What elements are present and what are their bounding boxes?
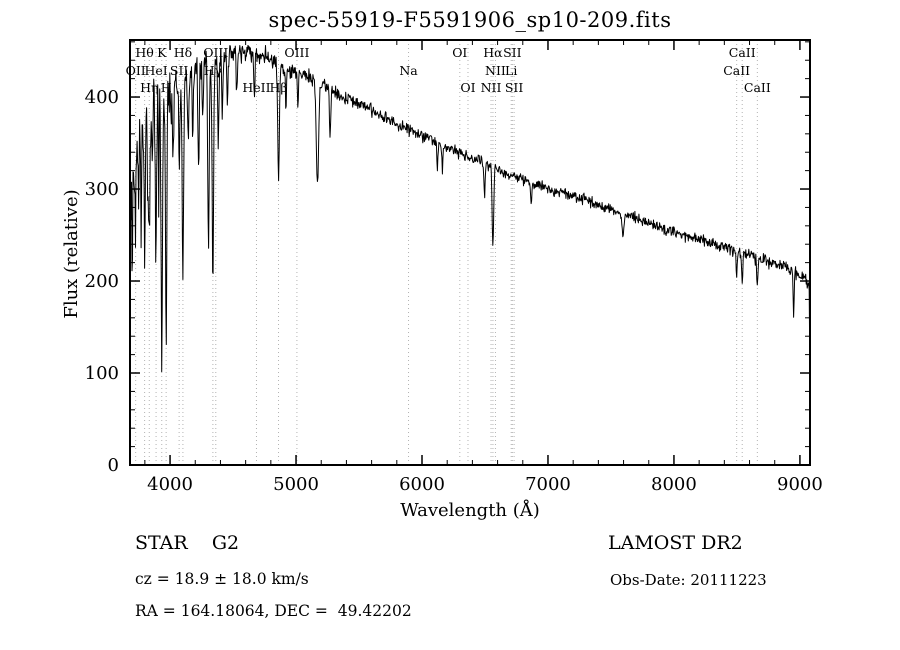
x-tick-label: 7000 [525, 474, 571, 495]
x-tick-label: 6000 [399, 474, 445, 495]
spectral-line-label: HeII [242, 80, 270, 95]
spectral-line-label: OII [126, 63, 146, 78]
spectral-line-label: OI [460, 80, 475, 95]
spectrum-trace [130, 45, 811, 373]
spectral-line-label: Hβ [269, 80, 287, 95]
y-axis-label: Flux (relative) [61, 189, 82, 319]
spectral-line-label: Li [505, 63, 517, 78]
spectral-line-label: CaII [744, 80, 771, 95]
obs-date-value: Obs-Date: 20111223 [610, 571, 767, 589]
y-tick-label: 300 [85, 179, 119, 200]
spectral-line-label: Hθ [135, 45, 153, 60]
object-classification: STAR G2 [135, 532, 240, 554]
x-tick-label: 4000 [147, 474, 193, 495]
spectral-line-label: SII [505, 80, 524, 95]
spectral-line-label: CaII [729, 45, 756, 60]
spectral-line-label: Hα [483, 45, 503, 60]
survey-release-label: LAMOST DR2 [608, 532, 743, 554]
x-tick-label: 5000 [273, 474, 319, 495]
x-axis-label: Wavelength (Å) [400, 500, 540, 521]
spectral-line-label: NII [481, 80, 502, 95]
x-tick-label: 8000 [651, 474, 697, 495]
spectral-line-label: Na [399, 63, 418, 78]
spectral-line-label: H [161, 80, 172, 95]
y-tick-label: 200 [85, 271, 119, 292]
spectral-line-label: Hη [140, 80, 158, 95]
spectral-line-label: K [157, 45, 167, 60]
plot-title: spec-55919-F5591906_sp10-209.fits [268, 8, 672, 32]
ra-dec-value: RA = 164.18064, DEC = 49.42202 [135, 602, 412, 620]
x-tick-label: 9000 [777, 474, 823, 495]
plot-frame [129, 39, 811, 466]
spectral-line-label: CaII [723, 63, 750, 78]
y-tick-label: 0 [108, 455, 119, 476]
spectral-line-label: HeI [144, 63, 167, 78]
y-tick-label: 100 [85, 363, 119, 384]
spectral-line-label: SII [503, 45, 522, 60]
spectral-line-label: SII [170, 63, 189, 78]
spectral-line-label: Hδ [174, 45, 192, 60]
spectral-line-label: OIII [284, 45, 309, 60]
y-tick-label: 400 [85, 87, 119, 108]
spectral-line-label: Hγ [204, 63, 222, 78]
spectral-line-label: OI [452, 45, 467, 60]
spectral-line-label: NII [485, 63, 506, 78]
spectral-line-label: OIII [203, 45, 228, 60]
cz-velocity-value: cz = 18.9 ± 18.0 km/s [135, 570, 309, 588]
